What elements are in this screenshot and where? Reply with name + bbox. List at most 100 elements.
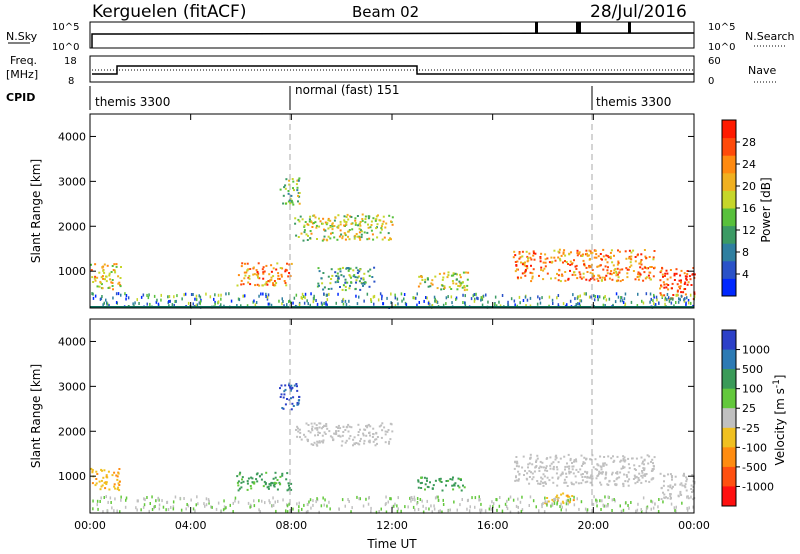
velocity-cell bbox=[692, 490, 695, 493]
power-cell bbox=[349, 275, 352, 278]
velocity-cell bbox=[105, 483, 108, 485]
power-cell bbox=[593, 278, 596, 281]
velocity-cell bbox=[666, 497, 669, 500]
power-noise-cell bbox=[220, 303, 222, 307]
power-noise-cell bbox=[416, 292, 418, 296]
velocity-noise-cell bbox=[232, 510, 234, 513]
velocity-cell bbox=[368, 441, 371, 444]
power-cell bbox=[298, 177, 301, 180]
power-cell bbox=[317, 267, 320, 270]
power-cell bbox=[693, 273, 696, 276]
cpid-segment-3: themis 3300 bbox=[596, 95, 671, 109]
velocity-noise-cell bbox=[277, 499, 279, 503]
colorbar-swatch bbox=[722, 190, 736, 209]
power-noise-cell bbox=[174, 300, 176, 303]
velocity-cell bbox=[669, 497, 672, 500]
velocity-cell bbox=[586, 480, 589, 483]
power-cell bbox=[261, 284, 264, 287]
velocity-noise-cell bbox=[140, 508, 142, 512]
velocity-cell bbox=[267, 487, 270, 490]
nsky-tick-top-right: 10^5 bbox=[708, 22, 735, 33]
velocity-cell bbox=[633, 474, 636, 477]
power-cell bbox=[327, 288, 330, 290]
velocity-cell bbox=[692, 486, 695, 488]
power-noise-cell bbox=[265, 292, 267, 296]
power-noise-cell bbox=[577, 295, 580, 299]
velocity-cell bbox=[363, 442, 366, 445]
velocity-noise-cell bbox=[338, 507, 340, 511]
velocity-cell bbox=[317, 441, 320, 444]
power-cell bbox=[334, 271, 337, 274]
velocity-noise-cell bbox=[396, 504, 398, 508]
power-noise-cell bbox=[228, 292, 230, 296]
velocity-cell bbox=[290, 384, 293, 387]
nsky-tick-top-left: 10^5 bbox=[52, 22, 79, 33]
velocity-cell bbox=[652, 462, 654, 465]
power-noise-cell bbox=[608, 297, 611, 301]
power-noise-cell bbox=[342, 302, 345, 306]
power-noise-cell bbox=[214, 293, 216, 297]
velocity-cell bbox=[104, 481, 107, 484]
velocity-cell bbox=[91, 469, 94, 471]
power-cell bbox=[609, 272, 612, 275]
velocity-cell bbox=[586, 471, 589, 474]
velocity-cell bbox=[580, 454, 583, 457]
power-noise-cell bbox=[672, 297, 674, 301]
power-noise-cell bbox=[579, 299, 581, 303]
colorbar-tick-label: 25 bbox=[742, 402, 756, 415]
velocity-noise-cell bbox=[541, 505, 543, 509]
power-noise-cell bbox=[386, 296, 388, 300]
colorbar-tick-label: 24 bbox=[742, 158, 756, 171]
power-cell bbox=[421, 276, 423, 279]
power-cell bbox=[574, 265, 577, 268]
velocity-cell bbox=[451, 478, 454, 481]
power-noise-cell bbox=[590, 295, 592, 299]
power-cell bbox=[678, 279, 681, 282]
velocity-cell bbox=[628, 467, 631, 470]
velocity-cell bbox=[323, 431, 326, 434]
velocity-cell bbox=[288, 382, 291, 385]
power-cell bbox=[456, 273, 458, 276]
velocity-noise-cell bbox=[576, 497, 578, 501]
velocity-cell bbox=[335, 431, 338, 434]
power-cell bbox=[288, 272, 291, 274]
velocity-cell bbox=[313, 441, 316, 444]
power-cell bbox=[564, 271, 567, 273]
power-cell bbox=[309, 237, 312, 240]
power-cell bbox=[345, 223, 348, 226]
velocity-cell bbox=[685, 480, 688, 483]
y-tick-label: 1000 bbox=[58, 470, 86, 483]
power-cell bbox=[637, 271, 640, 274]
velocity-cell bbox=[457, 477, 460, 480]
velocity-cell bbox=[322, 441, 325, 444]
colorbar-swatch bbox=[722, 172, 736, 191]
velocity-cell bbox=[390, 423, 393, 426]
velocity-cell bbox=[357, 431, 360, 433]
power-cell bbox=[344, 234, 347, 237]
power-cell bbox=[544, 261, 547, 264]
power-cell bbox=[287, 200, 290, 203]
velocity-cell bbox=[389, 438, 392, 441]
velocity-noise-cell bbox=[652, 506, 655, 510]
power-cell bbox=[661, 273, 664, 276]
velocity-cell bbox=[337, 424, 340, 427]
velocity-noise-cell bbox=[375, 510, 378, 514]
power-noise-cell bbox=[286, 303, 288, 307]
velocity-cell bbox=[591, 484, 594, 487]
velocity-cell bbox=[560, 473, 563, 476]
velocity-cell bbox=[545, 457, 548, 460]
power-cell bbox=[240, 265, 243, 268]
velocity-noise-cell bbox=[491, 500, 493, 504]
power-noise-cell bbox=[158, 304, 160, 308]
velocity-cell bbox=[635, 475, 638, 478]
velocity-cell bbox=[566, 495, 569, 498]
x-tick-label: 12:00 bbox=[376, 519, 408, 532]
velocity-cell bbox=[117, 486, 120, 489]
velocity-noise-cell bbox=[557, 497, 559, 501]
velocity-noise-cell bbox=[637, 502, 639, 506]
power-cell bbox=[521, 255, 524, 258]
velocity-cell bbox=[101, 484, 104, 487]
power-noise-cell bbox=[474, 297, 476, 301]
power-cell bbox=[358, 222, 361, 225]
velocity-cell bbox=[318, 426, 321, 429]
